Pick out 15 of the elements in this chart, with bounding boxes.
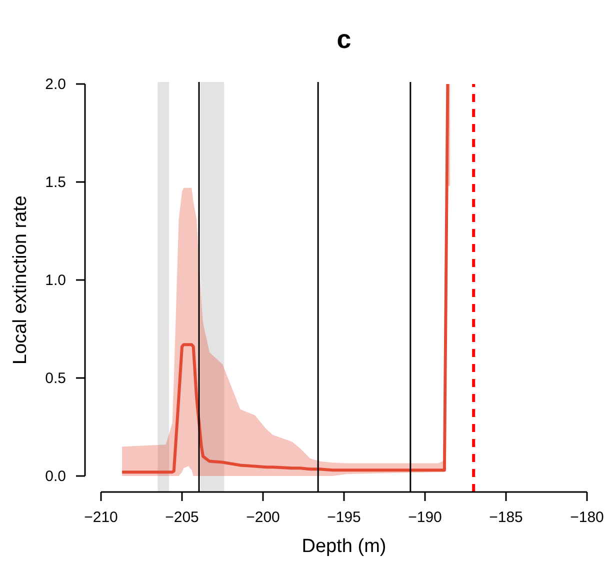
y-tick-label: 0.5 xyxy=(45,370,66,387)
y-tick-label: 2.0 xyxy=(45,76,66,93)
y-tick-label: 1.0 xyxy=(45,272,66,289)
chart-title: c xyxy=(336,24,352,54)
y-tick-label: 0.0 xyxy=(45,468,66,485)
x-axis-title: Depth (m) xyxy=(302,536,386,557)
x-tick-label: −185 xyxy=(489,509,523,526)
x-tick-label: −190 xyxy=(408,509,442,526)
x-tick-label: −195 xyxy=(327,509,361,526)
y-tick-label: 1.5 xyxy=(45,174,66,191)
x-tick-label: −200 xyxy=(246,509,280,526)
x-tick-label: −180 xyxy=(570,509,604,526)
x-tick-label: −210 xyxy=(84,509,118,526)
y-axis-title: Local extinction rate xyxy=(10,196,31,364)
x-tick-label: −205 xyxy=(165,509,199,526)
